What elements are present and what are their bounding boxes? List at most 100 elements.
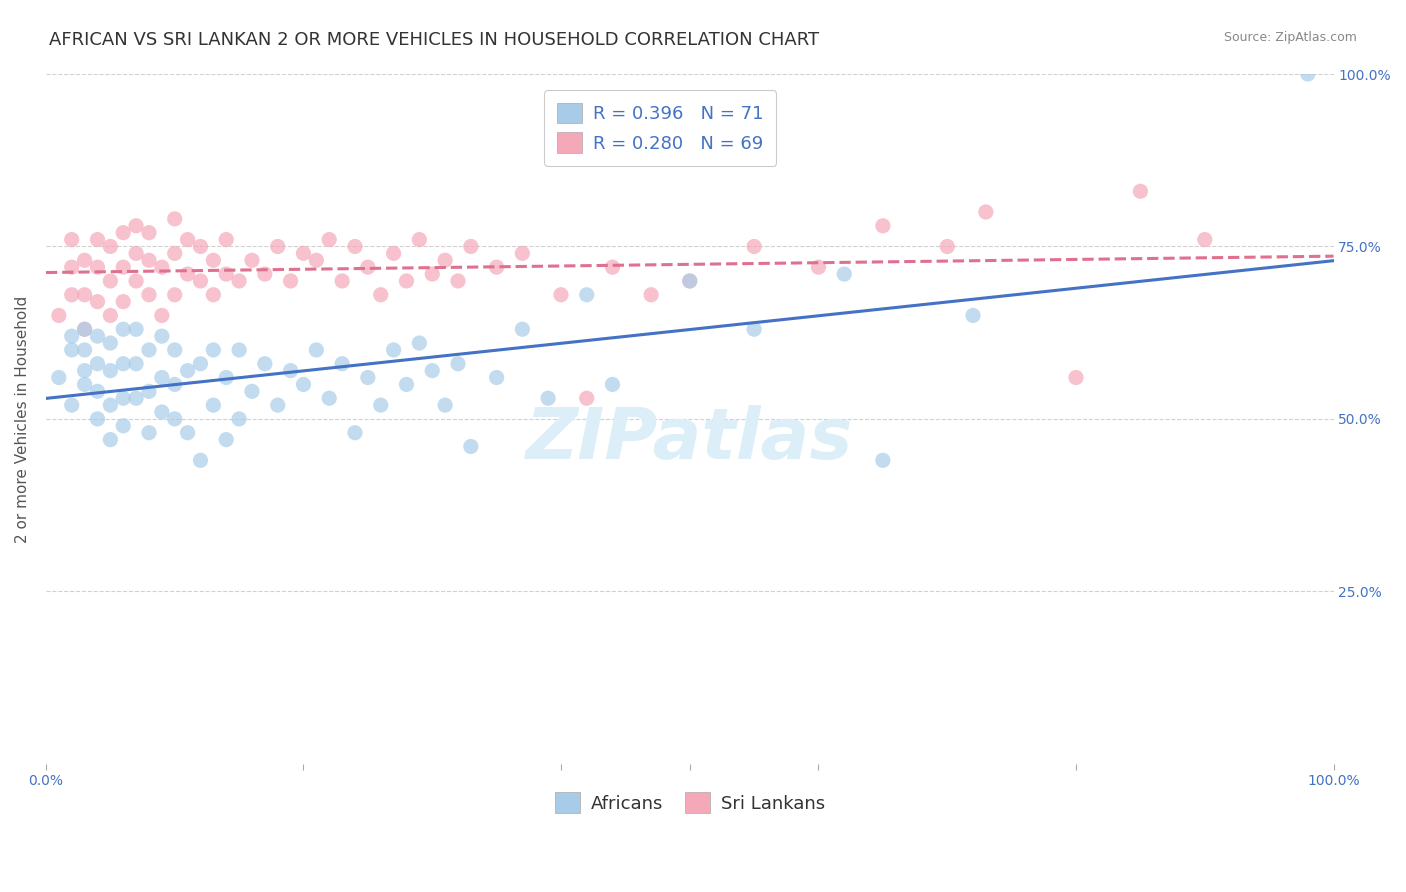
Point <box>163 287 186 301</box>
Point <box>395 274 418 288</box>
Point <box>86 357 108 371</box>
Point <box>253 357 276 371</box>
Point <box>382 246 405 260</box>
Text: AFRICAN VS SRI LANKAN 2 OR MORE VEHICLES IN HOUSEHOLD CORRELATION CHART: AFRICAN VS SRI LANKAN 2 OR MORE VEHICLES… <box>49 31 820 49</box>
Point <box>1296 67 1319 81</box>
Point <box>550 287 572 301</box>
Point <box>742 322 765 336</box>
Point <box>176 233 198 247</box>
Point <box>343 239 366 253</box>
Point <box>125 219 148 233</box>
Text: Source: ZipAtlas.com: Source: ZipAtlas.com <box>1223 31 1357 45</box>
Point <box>163 412 186 426</box>
Point <box>537 391 560 405</box>
Point <box>60 398 83 412</box>
Point <box>330 357 353 371</box>
Point <box>357 370 380 384</box>
Point <box>962 309 984 323</box>
Point <box>228 343 250 357</box>
Point <box>150 329 173 343</box>
Point <box>98 336 121 351</box>
Point <box>176 267 198 281</box>
Point <box>138 384 160 399</box>
Point <box>112 418 135 433</box>
Point <box>280 274 302 288</box>
Point <box>305 253 328 268</box>
Point <box>202 398 225 412</box>
Point <box>280 364 302 378</box>
Point <box>420 364 443 378</box>
Point <box>98 274 121 288</box>
Point <box>60 343 83 357</box>
Point <box>150 260 173 275</box>
Point <box>872 453 894 467</box>
Point <box>138 226 160 240</box>
Point <box>305 343 328 357</box>
Point <box>318 233 340 247</box>
Point <box>974 205 997 219</box>
Point <box>73 377 96 392</box>
Point <box>73 253 96 268</box>
Point <box>112 357 135 371</box>
Point <box>1194 233 1216 247</box>
Point <box>60 287 83 301</box>
Point <box>832 267 855 281</box>
Point <box>382 343 405 357</box>
Point <box>112 391 135 405</box>
Point <box>48 309 70 323</box>
Point <box>742 239 765 253</box>
Point <box>190 357 212 371</box>
Point <box>408 233 430 247</box>
Point <box>176 364 198 378</box>
Point <box>60 233 83 247</box>
Point <box>318 391 340 405</box>
Point <box>86 329 108 343</box>
Point <box>575 391 598 405</box>
Point <box>292 377 315 392</box>
Point <box>73 364 96 378</box>
Point <box>98 364 121 378</box>
Point <box>447 357 470 371</box>
Point <box>73 343 96 357</box>
Y-axis label: 2 or more Vehicles in Household: 2 or more Vehicles in Household <box>15 295 30 542</box>
Point <box>112 294 135 309</box>
Point <box>240 384 263 399</box>
Point <box>190 274 212 288</box>
Point <box>112 260 135 275</box>
Point <box>512 246 534 260</box>
Point <box>73 287 96 301</box>
Point <box>202 253 225 268</box>
Point <box>163 211 186 226</box>
Point <box>447 274 470 288</box>
Point <box>215 233 238 247</box>
Point <box>370 398 392 412</box>
Point <box>60 329 83 343</box>
Point <box>176 425 198 440</box>
Point <box>86 233 108 247</box>
Point <box>602 260 624 275</box>
Point <box>98 398 121 412</box>
Point <box>395 377 418 392</box>
Point <box>485 260 508 275</box>
Point <box>163 343 186 357</box>
Point <box>86 294 108 309</box>
Point <box>202 343 225 357</box>
Point <box>138 343 160 357</box>
Point <box>228 274 250 288</box>
Point <box>575 287 598 301</box>
Point <box>190 453 212 467</box>
Point <box>807 260 830 275</box>
Legend: Africans, Sri Lankans: Africans, Sri Lankans <box>544 781 835 824</box>
Point <box>434 253 457 268</box>
Point <box>420 267 443 281</box>
Point <box>73 322 96 336</box>
Point <box>267 398 290 412</box>
Point <box>112 226 135 240</box>
Point <box>434 398 457 412</box>
Point <box>202 287 225 301</box>
Point <box>936 239 959 253</box>
Point <box>125 274 148 288</box>
Point <box>86 384 108 399</box>
Point <box>163 246 186 260</box>
Point <box>512 322 534 336</box>
